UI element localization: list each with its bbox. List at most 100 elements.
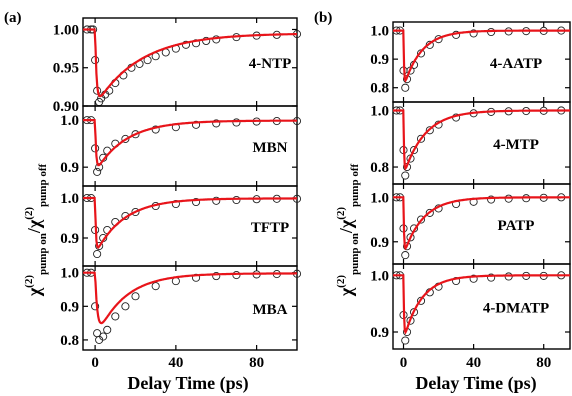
subplot-4-mtp: 0.8 1.0 4-MTP	[370, 101, 571, 185]
y-tick-label: 1.0	[370, 103, 389, 119]
x-tick-label: 40	[168, 355, 183, 371]
series-label: TFTP	[251, 220, 289, 236]
data-point	[131, 292, 140, 301]
subplot-4-aatp: 0.8 0.9 1.0 4-AATP	[370, 21, 571, 103]
data-point	[99, 332, 108, 341]
y-tick-label: 1.0	[60, 266, 79, 282]
y-tick-label: 0.90	[53, 99, 79, 115]
data-point	[192, 273, 201, 282]
data-point	[121, 302, 130, 311]
subplot-4-ntp: 0.90 0.95 1.00 4-NTP	[53, 17, 302, 115]
fit-line	[83, 271, 297, 325]
subplot-patp: 0.9 1.0 PATP	[370, 183, 571, 265]
data-point	[95, 241, 104, 251]
x-tick-label: 40	[466, 355, 481, 371]
series-label: 4-AATP	[490, 56, 542, 72]
axes-frame	[82, 265, 298, 351]
data-point	[402, 242, 412, 251]
data-point	[95, 163, 104, 172]
svg-text:χ(2)pump on/χ(2)pump off: χ(2)pump on/χ(2)pump off	[335, 164, 361, 298]
data-point	[202, 36, 211, 46]
data-point	[212, 272, 221, 281]
data-point	[401, 83, 410, 92]
data-point	[212, 119, 221, 128]
data-point	[406, 233, 415, 242]
subplot-mbn: 0.9 1.0 MBN	[60, 105, 302, 187]
y-tick-label: 0.95	[53, 61, 79, 77]
data-point	[131, 207, 140, 217]
subplot-4-dmatp: 0.9 1.0 4-DMATP	[370, 263, 571, 350]
y-tick-label: 1.0	[60, 191, 79, 207]
data-point	[192, 197, 201, 207]
data-point	[131, 130, 140, 139]
y-tick-label: 1.0	[370, 268, 389, 284]
data-point	[151, 282, 160, 291]
x-tick-label: 80	[536, 355, 551, 371]
y-tick-label: 0.9	[370, 235, 389, 251]
data-point	[487, 195, 496, 204]
fit-line	[83, 28, 297, 98]
fit-line	[83, 196, 297, 250]
y-tick-label: 1.0	[60, 113, 79, 129]
fit-line	[393, 196, 570, 251]
x-axis-label-b: Delay Time (ps)	[415, 373, 536, 394]
data-point	[232, 195, 241, 205]
series-label: MBA	[253, 302, 288, 318]
series-label: 4-DMATP	[483, 301, 549, 317]
fit-line	[393, 274, 570, 335]
y-tick-label: 0.9	[370, 52, 389, 68]
x-tick-label: 0	[91, 355, 99, 371]
axes-frame	[392, 263, 571, 350]
data-point	[111, 312, 120, 321]
x-axis-label-a: Delay Time (ps)	[127, 373, 248, 394]
x-tick-label: 0	[400, 355, 408, 371]
fit-line	[83, 119, 297, 167]
data-point	[103, 325, 112, 334]
data-point	[469, 29, 478, 38]
subplot-mba: 0.8 0.9 1.0 MBA	[60, 265, 302, 351]
y-tick-label: 0.8	[370, 81, 389, 97]
series-label: PATP	[498, 218, 535, 234]
data-point	[416, 49, 426, 58]
data-point	[181, 40, 191, 49]
data-point	[171, 199, 180, 209]
panel-a-label: (a)	[4, 10, 22, 26]
panel-b-label: (b)	[314, 10, 332, 26]
series-label: MBN	[253, 140, 288, 156]
data-point	[232, 271, 241, 280]
data-point	[401, 171, 410, 180]
fit-line	[393, 29, 570, 83]
y-tick-label: 0.8	[370, 160, 389, 176]
y-tick-label: 0.9	[60, 231, 79, 247]
data-point	[425, 126, 434, 135]
data-point	[401, 251, 410, 260]
y-tick-label: 1.0	[370, 24, 389, 40]
y-axis-label-b: χ(2)pump on/χ(2)pump off	[335, 164, 361, 298]
y-tick-label: 1.0	[370, 190, 389, 206]
panel-a: 0.900.951.004-NTP0.91.0MBN0.91.0TFTP0.80…	[53, 17, 302, 371]
data-point	[93, 249, 102, 259]
y-tick-label: 0.9	[60, 299, 79, 315]
svg-text:χ(2)pump on/χ(2)pump off: χ(2)pump on/χ(2)pump off	[23, 164, 49, 298]
x-tick-label: 80	[249, 355, 264, 371]
data-point	[416, 296, 426, 305]
data-point	[425, 208, 434, 217]
y-tick-label: 0.8	[60, 333, 79, 349]
fit-line	[393, 109, 570, 171]
y-tick-label: 0.9	[370, 325, 389, 341]
plot-area: 0.900.951.004-NTP0.91.0MBN0.91.0TFTP0.80…	[53, 17, 571, 371]
data-point	[416, 215, 426, 224]
data-point	[409, 308, 419, 317]
data-point	[93, 167, 102, 176]
panel-b: 0.8 0.9 1.0 4-AATP 0.8 1.0 4-MTP 0.9 1.0 PATP 0.9 1…	[370, 21, 571, 371]
data-point	[452, 276, 461, 286]
subplot-tftp: 0.9 1.0 TFTP	[60, 185, 302, 267]
data-point	[232, 118, 241, 127]
data-point	[121, 134, 130, 143]
data-point	[401, 336, 410, 345]
y-axis-label-a: χ(2)pump on/χ(2)pump off	[23, 164, 49, 298]
series-label: 4-MTP	[493, 137, 539, 153]
data-point	[487, 273, 496, 282]
data-point	[192, 39, 201, 48]
